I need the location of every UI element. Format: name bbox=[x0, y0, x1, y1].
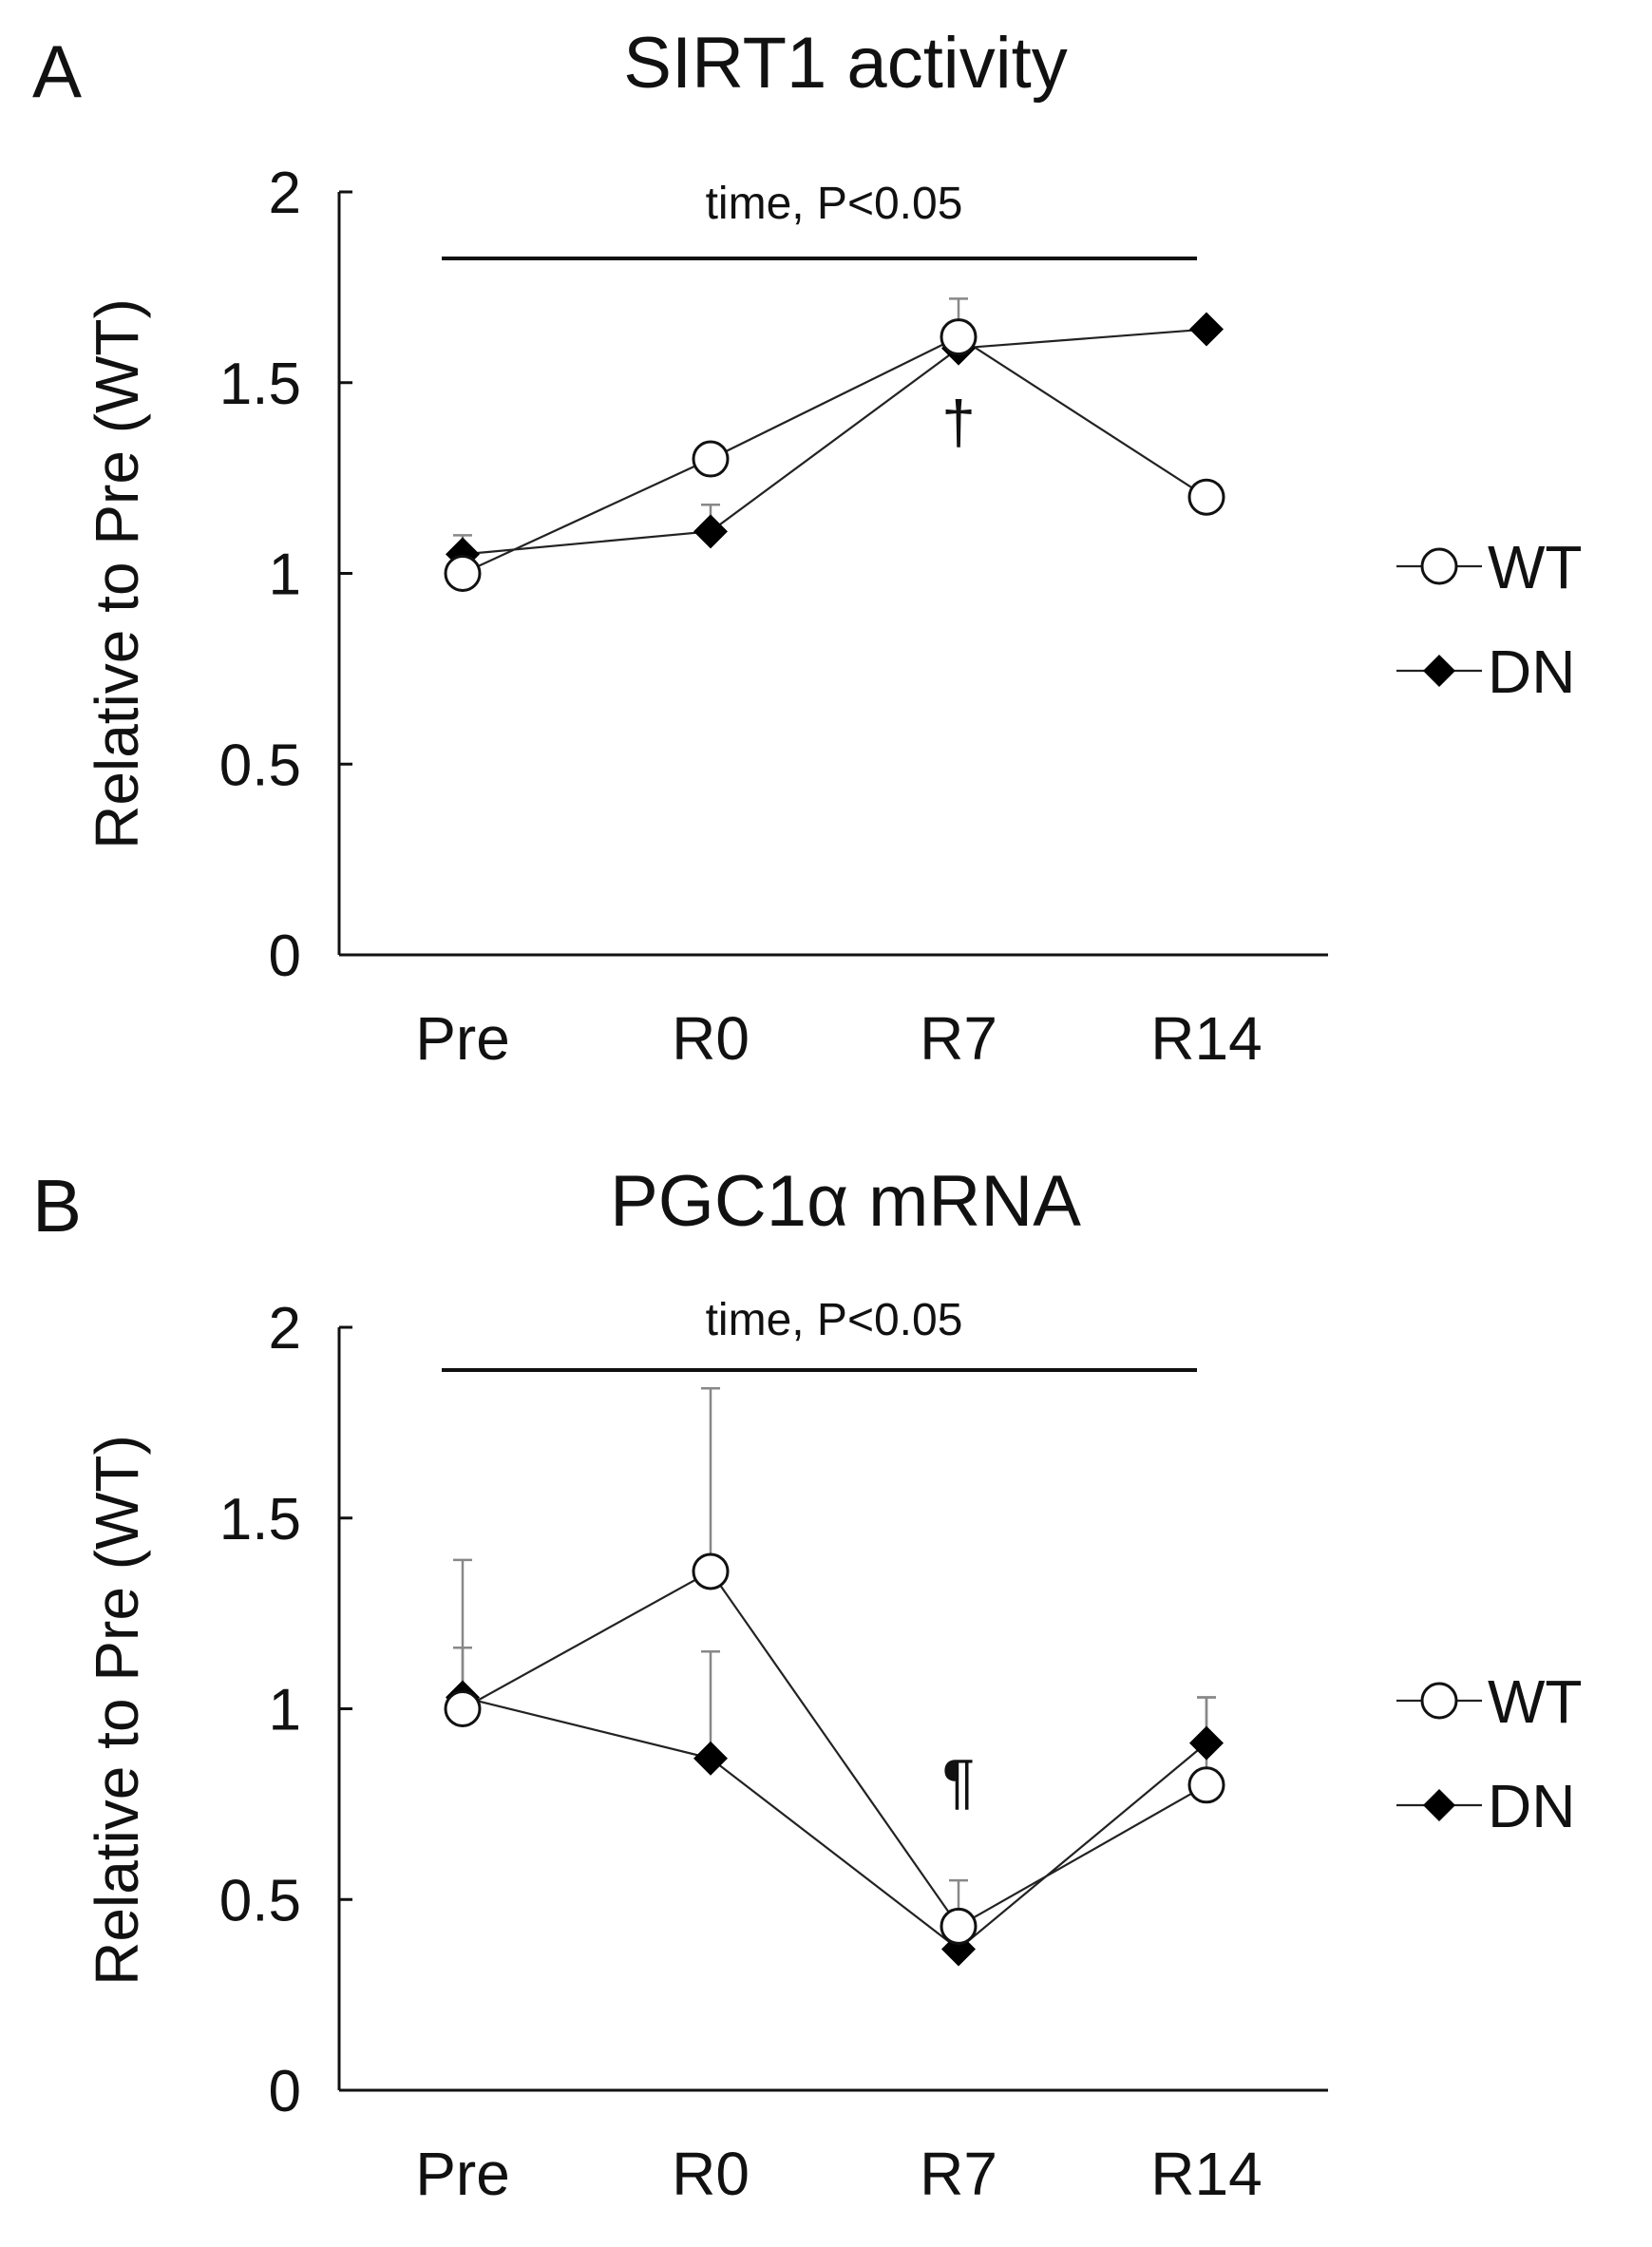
svg-text:DN: DN bbox=[1488, 638, 1575, 706]
legend-item-dn: DN bbox=[1396, 638, 1575, 706]
y-tick-label: 1.5 bbox=[219, 1487, 301, 1552]
y-axis-label: Relative to Pre (WT) bbox=[83, 1435, 151, 1986]
series-line-dn bbox=[462, 328, 1207, 556]
ticks: 0 0.5 1 1.5 2 Pre R0 R7 R14 bbox=[219, 1296, 1263, 2208]
data-point-wt bbox=[692, 440, 730, 478]
data-point-wt bbox=[1187, 478, 1225, 516]
data-point-dn bbox=[693, 514, 728, 549]
data-point-wt bbox=[940, 1907, 978, 1945]
data-point-wt bbox=[940, 318, 978, 356]
x-tick-label: R0 bbox=[672, 2140, 750, 2208]
legend-item-dn: DN bbox=[1396, 1772, 1575, 1840]
significance-symbol: † bbox=[941, 389, 976, 457]
legend: WT DN bbox=[1396, 1667, 1583, 1840]
data-point-wt bbox=[1187, 1766, 1225, 1804]
y-axis-label: Relative to Pre (WT) bbox=[83, 298, 151, 849]
y-tick-label: 0.5 bbox=[219, 1868, 301, 1933]
x-tick-label: R14 bbox=[1150, 2140, 1262, 2208]
y-tick-label: 1.5 bbox=[219, 352, 301, 417]
legend-item-wt: WT bbox=[1396, 533, 1583, 601]
x-tick-label: Pre bbox=[415, 2140, 510, 2208]
data-point-wt bbox=[444, 1690, 482, 1727]
y-tick-label: 2 bbox=[269, 1296, 301, 1362]
chart-panel-a: A SIRT1 activity Relative to Pre (WT) ti… bbox=[32, 23, 1583, 1073]
chart-panel-b: B PGC1α mRNA Relative to Pre (WT) time, … bbox=[32, 1161, 1583, 2208]
ticks: 0 0.5 1 1.5 2 Pre R0 R7 R14 bbox=[219, 161, 1263, 1073]
axes bbox=[337, 1327, 1328, 2092]
panel-label: B bbox=[32, 1164, 82, 1247]
legend-item-wt: WT bbox=[1396, 1667, 1583, 1736]
x-tick-label: R14 bbox=[1150, 1004, 1262, 1073]
svg-text:WT: WT bbox=[1488, 533, 1583, 601]
legend: WT DN bbox=[1396, 533, 1583, 706]
y-tick-label: 1 bbox=[269, 543, 301, 608]
y-tick-label: 0 bbox=[269, 2059, 301, 2124]
x-tick-label: Pre bbox=[415, 1004, 510, 1073]
error-bar-dn bbox=[701, 1650, 720, 1759]
data-point-wt bbox=[444, 555, 482, 592]
y-tick-label: 2 bbox=[269, 161, 301, 226]
axes bbox=[337, 192, 1328, 957]
chart-title: PGC1α mRNA bbox=[610, 1161, 1081, 1242]
x-tick-label: R0 bbox=[672, 1004, 750, 1073]
x-tick-label: R7 bbox=[920, 2140, 997, 2208]
plot-area: ¶ bbox=[444, 1386, 1225, 1967]
chart-title: SIRT1 activity bbox=[623, 23, 1067, 104]
x-tick-label: R7 bbox=[920, 1004, 997, 1073]
data-point-dn bbox=[693, 1741, 728, 1776]
y-tick-label: 1 bbox=[269, 1678, 301, 1743]
plot-area: † bbox=[444, 297, 1225, 592]
panel-label: A bbox=[32, 29, 82, 113]
y-tick-label: 0.5 bbox=[219, 733, 301, 798]
data-point-dn bbox=[1189, 312, 1224, 347]
error-bar-wt bbox=[701, 1386, 720, 1571]
series-line-wt bbox=[462, 335, 1207, 575]
svg-text:DN: DN bbox=[1488, 1772, 1575, 1840]
series-line-dn bbox=[462, 1696, 1207, 1951]
svg-text:WT: WT bbox=[1488, 1667, 1583, 1736]
data-point-dn bbox=[1189, 1725, 1224, 1761]
y-tick-label: 0 bbox=[269, 924, 301, 989]
significance-annotation: time, P<0.05 bbox=[706, 1295, 963, 1345]
significance-symbol: ¶ bbox=[942, 1746, 975, 1815]
data-point-wt bbox=[692, 1552, 730, 1590]
series-line-wt bbox=[462, 1570, 1207, 1928]
data-point-dn bbox=[941, 1932, 976, 1967]
significance-annotation: time, P<0.05 bbox=[706, 179, 963, 229]
